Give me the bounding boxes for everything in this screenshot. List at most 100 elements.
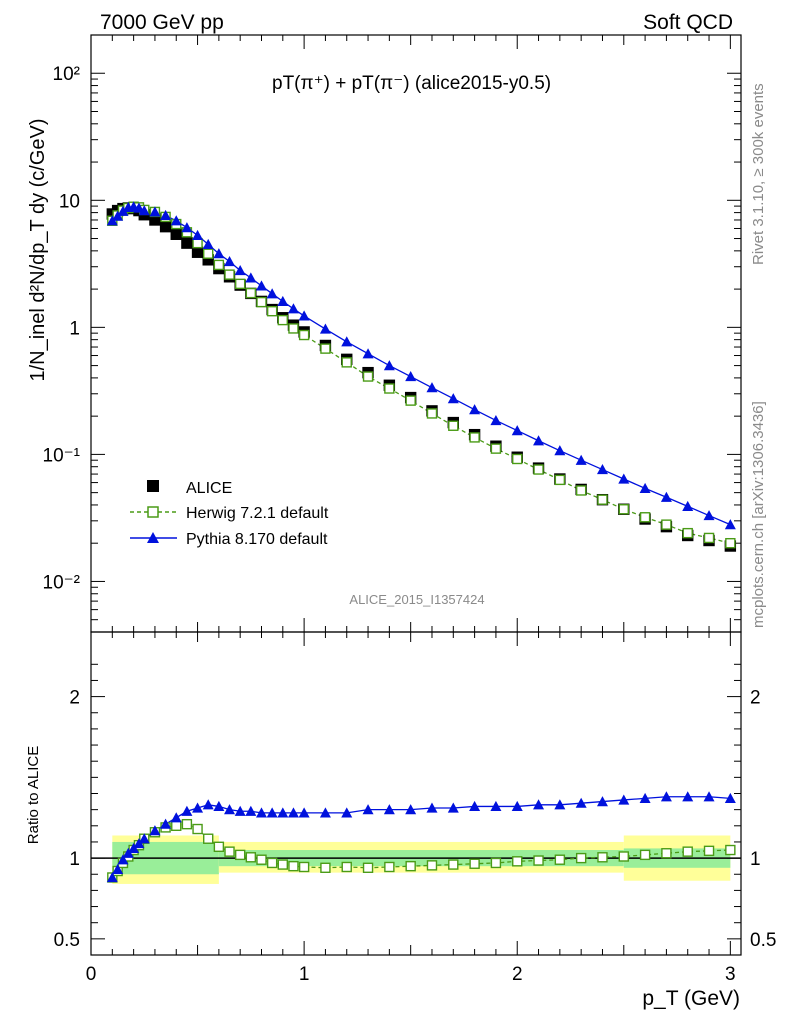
pythia-ratio-point	[490, 800, 502, 812]
herwig-ratio-point	[277, 859, 289, 870]
pythia-point	[138, 205, 150, 216]
herwig-point	[298, 329, 310, 341]
pythia-point	[117, 205, 129, 216]
pythia-ratio-point	[266, 807, 278, 818]
pythia-point	[447, 393, 459, 404]
herwig-point	[320, 343, 331, 354]
herwig-point	[213, 259, 225, 271]
ratio-axis-label: Ratio to ALICE	[25, 746, 42, 844]
pythia-ratio-point	[213, 800, 225, 812]
herwig-point	[554, 474, 566, 486]
pythia-ratio-point	[117, 854, 129, 865]
pythia-point	[202, 238, 214, 249]
herwig-ratio-point	[203, 833, 214, 844]
energy-label: 7000 GeV pp	[100, 11, 224, 34]
pythia-point	[160, 209, 172, 221]
herwig-point	[277, 314, 289, 326]
pythia-ratio-point	[160, 818, 172, 829]
x-tick-label: 3	[725, 964, 736, 985]
herwig-point	[234, 278, 246, 290]
pythia-ratio-point	[202, 799, 214, 810]
ratio-tick-label: 0.5	[54, 930, 80, 951]
pythia-point	[192, 229, 204, 240]
herwig-ratio-point	[341, 861, 352, 873]
pythia-point	[266, 288, 278, 299]
herwig-point	[512, 453, 523, 465]
pythia-ratio-point	[112, 863, 124, 875]
pythia-point	[106, 215, 118, 226]
herwig-point	[341, 357, 352, 368]
x-axis-label: p_T (GeV)	[642, 987, 740, 1010]
legend-label-alice: ALICE	[186, 480, 232, 497]
ratio-panel	[90, 631, 742, 956]
pythia-ratio-point	[224, 804, 236, 815]
herwig-point	[682, 527, 693, 539]
herwig-ratio-point	[405, 860, 416, 872]
alice-point	[159, 220, 172, 233]
pythia-ratio-point	[255, 807, 267, 818]
herwig-point	[405, 395, 416, 406]
herwig-ratio-point	[448, 859, 459, 870]
herwig-point	[384, 383, 395, 394]
pythia-point	[490, 414, 502, 426]
pythia-ratio-point	[426, 802, 438, 813]
herwig-point	[426, 408, 438, 419]
pythia-ratio-point	[554, 799, 566, 810]
legend-marker-herwig	[147, 506, 159, 518]
pythia-point	[554, 445, 566, 456]
herwig-ratio-point	[266, 857, 278, 869]
pythia-point	[575, 454, 587, 465]
herwig-ratio-point	[224, 846, 235, 857]
rivet-info: Rivet 3.1.10, ≥ 300k events	[750, 83, 767, 265]
pythia-point	[639, 482, 651, 494]
herwig-ratio-point	[320, 862, 331, 873]
x-tick-label: 0	[86, 964, 97, 985]
pythia-point	[213, 248, 225, 259]
herwig-ratio-point	[384, 861, 395, 873]
pythia-ratio-point	[511, 800, 523, 812]
pythia-point	[234, 265, 246, 276]
pythia-point	[255, 280, 267, 291]
pythia-ratio-point	[682, 791, 694, 802]
herwig-point	[597, 494, 608, 505]
ratio-frame	[90, 631, 742, 956]
pythia-point	[224, 255, 236, 267]
plot-title: pT(π⁺) + pT(π⁻) (alice2015-y0.5)	[272, 73, 551, 94]
ratio-tick-label-right: 0.5	[750, 930, 776, 951]
mcplots-info: mcplots.cern.ch [arXiv:1306.3436]	[750, 401, 767, 628]
pythia-ratio-point	[234, 805, 246, 816]
pythia-point	[533, 435, 545, 446]
pythia-ratio-point	[106, 871, 118, 883]
herwig-point	[490, 443, 502, 454]
pythia-point	[170, 215, 182, 226]
x-tick-label: 1	[299, 964, 310, 985]
pythia-ratio-point	[287, 807, 299, 818]
pythia-point	[245, 272, 257, 283]
herwig-ratio-point	[661, 848, 672, 859]
y-tick-label: 10	[59, 191, 80, 212]
pythia-ratio-point	[383, 804, 395, 815]
pythia-point	[511, 425, 523, 436]
alice-point	[191, 246, 204, 258]
pythia-point	[426, 382, 438, 393]
pythia-ratio-point	[447, 802, 459, 813]
pythia-point	[277, 295, 289, 307]
herwig-ratio-point	[298, 861, 310, 873]
pythia-ratio-point	[341, 807, 353, 818]
alice-point	[181, 237, 193, 249]
herwig-point	[362, 371, 374, 382]
legend-label-pythia: Pythia 8.170 default	[186, 531, 328, 548]
herwig-ratio-point	[682, 846, 693, 857]
pythia-ratio-point	[245, 805, 257, 816]
herwig-point	[245, 287, 257, 299]
legend: ALICE Herwig 7.2.1 default Pythia 8.170 …	[130, 480, 329, 548]
pythia-ratio-point	[724, 792, 736, 803]
pythia-point	[724, 519, 736, 530]
alice-point	[170, 228, 182, 240]
herwig-ratio-point	[490, 857, 502, 869]
herwig-ratio-point	[618, 851, 629, 862]
y-tick-label: 10⁻²	[43, 572, 81, 593]
pythia-ratio-point	[319, 807, 331, 818]
herwig-ratio-point	[554, 854, 566, 865]
pythia-point	[618, 473, 630, 484]
